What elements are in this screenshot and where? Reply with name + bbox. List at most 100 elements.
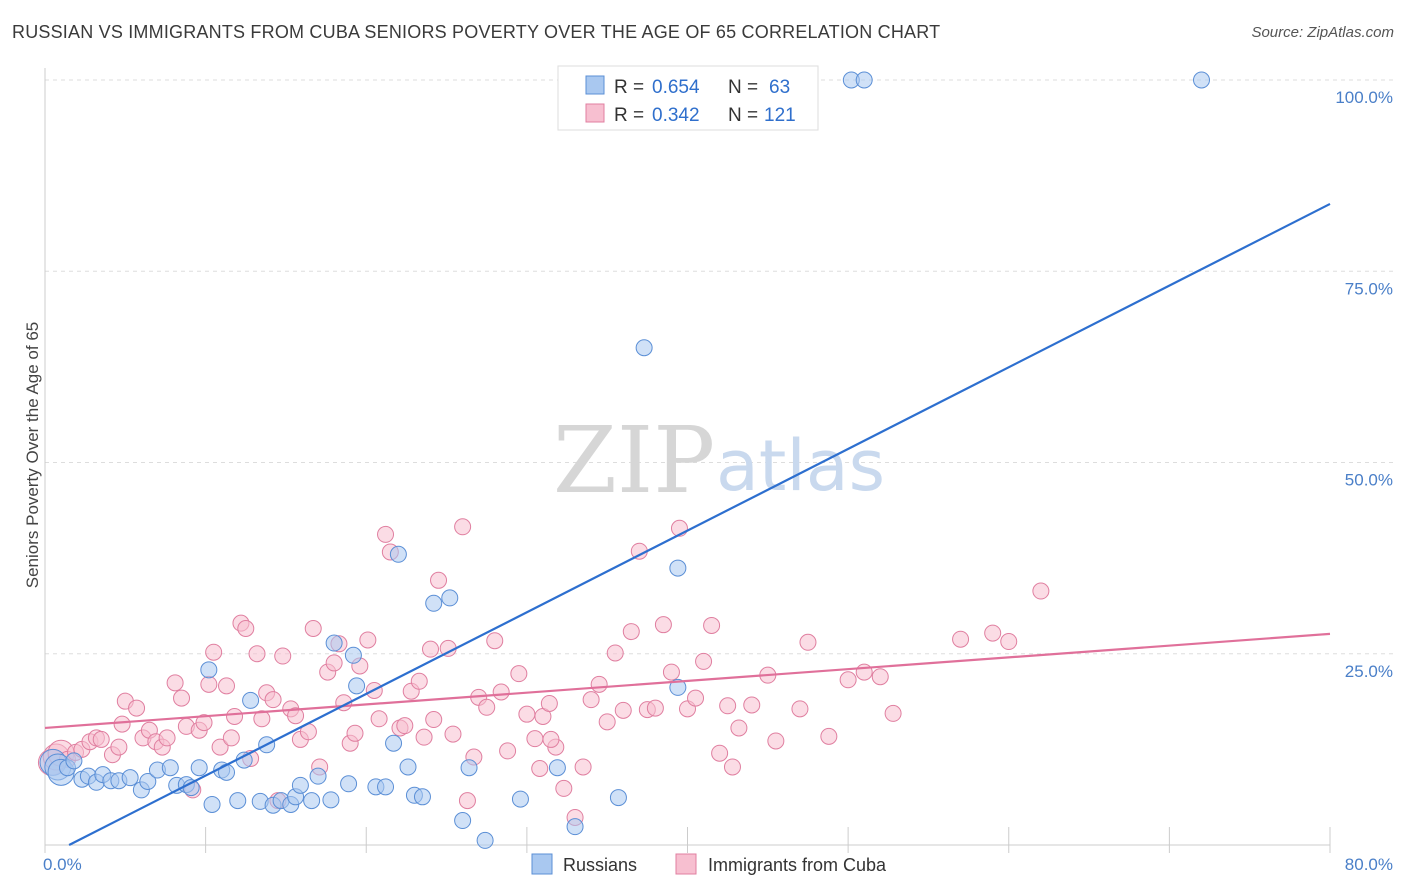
bottom-legend-cuba: Immigrants from Cuba bbox=[708, 855, 887, 875]
russians-point-39 bbox=[344, 646, 362, 664]
correlation-legend: R = 0.654 N = 63 R = 0.342 N = 121 bbox=[557, 65, 819, 131]
cuba-point-88 bbox=[606, 644, 624, 662]
y-axis-label: Seniors Poverty Over the Age of 65 bbox=[23, 322, 42, 588]
cuba-point-98 bbox=[687, 689, 705, 707]
russians-point-45 bbox=[399, 758, 417, 776]
series-legend: Russians Immigrants from Cuba bbox=[531, 853, 887, 875]
cuba-point-37 bbox=[264, 691, 282, 709]
cuba-point-51 bbox=[346, 724, 364, 742]
russians-point-15 bbox=[161, 759, 179, 777]
russians-point-55 bbox=[609, 789, 627, 807]
cuba-point-29 bbox=[222, 729, 240, 747]
russians-point-49 bbox=[441, 589, 459, 607]
cuba-point-75 bbox=[499, 742, 517, 760]
cuba-point-19 bbox=[166, 674, 184, 692]
cuba-point-63 bbox=[422, 640, 439, 658]
y-tick-label-25: 25.0% bbox=[1345, 662, 1393, 681]
cuba-point-30 bbox=[226, 707, 244, 725]
legend-n-label-2: N = bbox=[728, 105, 758, 126]
cuba-point-72 bbox=[478, 698, 496, 716]
watermark-atlas: atlas bbox=[716, 425, 885, 507]
russians-point-24 bbox=[229, 792, 247, 810]
russians-point-37 bbox=[325, 634, 343, 652]
russians-point-38 bbox=[340, 775, 358, 793]
watermark: ZIP atlas bbox=[553, 407, 885, 514]
cuba-point-61 bbox=[410, 672, 428, 690]
trend-layer bbox=[44, 202, 1331, 846]
cuba-point-69 bbox=[458, 792, 476, 810]
legend-swatch-russians bbox=[585, 75, 605, 95]
russians-point-20 bbox=[200, 661, 218, 679]
cuba-point-73 bbox=[486, 632, 504, 650]
cuba-point-84 bbox=[574, 758, 592, 776]
russians-point-54 bbox=[566, 818, 584, 836]
russians-point-52 bbox=[511, 790, 529, 808]
cuba-point-106 bbox=[767, 732, 785, 750]
y-tick-label-75: 75.0% bbox=[1345, 279, 1393, 298]
cuba-point-34 bbox=[248, 645, 266, 663]
cuba-point-86 bbox=[590, 675, 608, 693]
grid-layer bbox=[45, 79, 1393, 655]
russians-point-35 bbox=[309, 767, 327, 785]
cuba-point-27 bbox=[211, 738, 229, 756]
y-tick-label-100: 100.0% bbox=[1335, 88, 1393, 107]
russians-point-26 bbox=[242, 691, 260, 709]
axes-layer: 25.0% 50.0% 75.0% 100.0% 0.0% 80.0% bbox=[43, 68, 1393, 874]
cuba-point-64 bbox=[425, 711, 443, 729]
russians-point-56 bbox=[635, 339, 653, 357]
russians-point-60 bbox=[855, 71, 873, 89]
cuba-point-103 bbox=[730, 719, 748, 737]
cuba-point-107 bbox=[791, 700, 809, 718]
cuba-point-112 bbox=[871, 668, 889, 686]
russians-point-53 bbox=[548, 759, 566, 777]
cuba-point-101 bbox=[711, 744, 729, 762]
legend-r-value-1: 0.654 bbox=[652, 77, 700, 98]
russians-point-48 bbox=[425, 594, 443, 612]
russians-point-33 bbox=[291, 776, 309, 794]
source-label: Source: ZipAtlas.com bbox=[1251, 24, 1394, 41]
cuba-point-13 bbox=[128, 699, 146, 717]
legend-r-label-2: R = bbox=[614, 105, 644, 126]
cuba-point-118 bbox=[723, 758, 741, 776]
cuba-point-44 bbox=[304, 620, 322, 638]
cuba-point-26 bbox=[205, 643, 223, 661]
cuba-point-113 bbox=[884, 704, 902, 722]
russians-point-57 bbox=[669, 559, 687, 577]
cuba-point-28 bbox=[218, 677, 236, 695]
russians-point-47 bbox=[413, 788, 431, 806]
cuba-point-120 bbox=[542, 730, 560, 748]
cuba-point-89 bbox=[614, 701, 632, 719]
russians-point-36 bbox=[322, 791, 340, 809]
watermark-zip: ZIP bbox=[553, 407, 715, 514]
cuba-point-76 bbox=[510, 665, 528, 683]
legend-n-value-2: 121 bbox=[764, 105, 796, 126]
russians-point-40 bbox=[348, 677, 366, 695]
cuba-point-35 bbox=[253, 710, 271, 728]
cuba-point-78 bbox=[526, 730, 544, 748]
cuba-point-59 bbox=[396, 717, 414, 735]
cuba-point-56 bbox=[377, 525, 395, 543]
cuba-point-62 bbox=[415, 728, 433, 746]
russians-point-44 bbox=[389, 545, 407, 563]
cuba-point-110 bbox=[839, 671, 857, 689]
cuba-point-87 bbox=[598, 713, 616, 731]
cuba-point-20 bbox=[173, 689, 191, 707]
cuba-point-99 bbox=[695, 652, 713, 670]
legend-n-value-1: 63 bbox=[769, 77, 790, 98]
cuba-point-8 bbox=[92, 730, 110, 748]
cuba-point-80 bbox=[540, 694, 558, 712]
cuba-point-24 bbox=[195, 714, 213, 732]
cuba-point-115 bbox=[984, 624, 1002, 642]
cuba-point-47 bbox=[325, 654, 343, 672]
cuba-point-25 bbox=[200, 675, 218, 693]
cuba-point-100 bbox=[703, 616, 721, 634]
russians-point-61 bbox=[1193, 71, 1210, 89]
legend-n-label-1: N = bbox=[728, 77, 758, 98]
legend-swatch-cuba bbox=[585, 103, 605, 123]
cuba-point-94 bbox=[654, 616, 672, 634]
cuba-point-67 bbox=[444, 725, 462, 743]
cuba-point-77 bbox=[518, 705, 536, 723]
cuba-point-117 bbox=[1032, 582, 1050, 600]
russians-point-4 bbox=[65, 752, 83, 770]
cuba-point-11 bbox=[113, 715, 131, 733]
